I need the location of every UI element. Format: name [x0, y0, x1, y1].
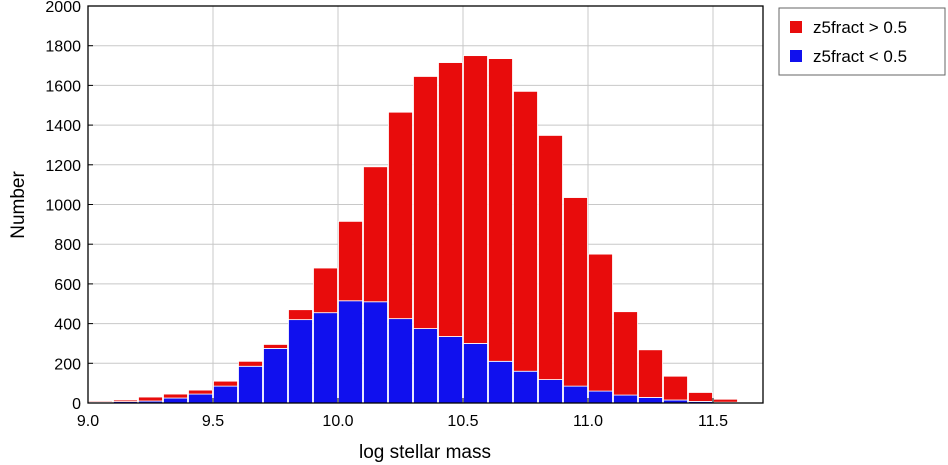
- bar-red-10.5-10.6: [463, 55, 488, 344]
- bar-red-9.9-10.0: [313, 267, 338, 314]
- legend-swatch-blue: [790, 50, 802, 62]
- bar-blue-10.6-10.7: [488, 360, 513, 404]
- bar-red-9.5-9.6: [213, 380, 238, 387]
- bar-blue-9.6-9.7: [238, 365, 263, 404]
- bar-red-10.4-10.5: [438, 62, 463, 337]
- y-tick-label: 200: [54, 356, 81, 373]
- x-tick-label: 10.5: [447, 413, 478, 430]
- bar-red-11.4-11.5: [688, 392, 713, 402]
- x-tick-label: 9.5: [202, 413, 224, 430]
- bar-red-9.8-9.9: [288, 309, 313, 321]
- legend: z5fract > 0.5 z5fract < 0.5: [778, 7, 946, 76]
- y-tick-label: 2000: [45, 0, 81, 16]
- y-tick-label: 1200: [45, 158, 81, 175]
- bar-red-10.1-10.2: [363, 166, 388, 303]
- y-tick-label: 400: [54, 317, 81, 334]
- bar-red-10.8-10.9: [538, 135, 563, 380]
- bar-blue-9.8-9.9: [288, 319, 313, 404]
- bar-red-10.9-11.0: [563, 197, 588, 387]
- bar-red-9.4-9.5: [188, 389, 213, 395]
- y-tick-label: 1400: [45, 118, 81, 135]
- bar-red-9.6-9.7: [238, 360, 263, 367]
- bar-red-9.3-9.4: [163, 393, 188, 399]
- bar-blue-10.4-10.5: [438, 336, 463, 404]
- x-tick-label: 10.0: [322, 413, 353, 430]
- bar-red-9.2-9.3: [138, 396, 163, 402]
- bar-blue-9.9-10.0: [313, 312, 338, 404]
- bar-red-10.2-10.3: [388, 111, 413, 320]
- bar-blue-9.4-9.5: [188, 393, 213, 404]
- bar-blue-10.3-10.4: [413, 328, 438, 404]
- y-tick-label: 1600: [45, 78, 81, 95]
- bar-blue-10.7-10.8: [513, 370, 538, 404]
- bar-blue-9.7-9.8: [263, 348, 288, 404]
- bar-red-10.6-10.7: [488, 58, 513, 362]
- bar-blue-10.8-10.9: [538, 379, 563, 404]
- legend-label-red: z5fract > 0.5: [813, 18, 907, 37]
- y-tick-label: 800: [54, 237, 81, 254]
- x-axis-title: log stellar mass: [359, 442, 491, 463]
- x-tick-label: 11.0: [573, 413, 603, 430]
- y-tick-label: 1800: [45, 39, 81, 56]
- bar-red-10.7-10.8: [513, 90, 538, 372]
- bar-blue-11.1-11.2: [613, 394, 638, 404]
- y-tick-label: 0: [72, 396, 81, 413]
- bar-red-9.7-9.8: [263, 344, 288, 349]
- bar-blue-10.2-10.3: [388, 318, 413, 404]
- bar-group: [88, 55, 763, 404]
- y-tick-label: 600: [54, 277, 81, 294]
- y-axis-title: Number: [8, 171, 29, 239]
- bar-blue-9.3-9.4: [163, 397, 188, 404]
- bar-red-11.2-11.3: [638, 349, 663, 398]
- bar-red-11.3-11.4: [663, 375, 688, 401]
- bar-blue-10.9-11.0: [563, 385, 588, 404]
- bar-blue-11.2-11.3: [638, 397, 663, 404]
- bar-red-10.3-10.4: [413, 76, 438, 329]
- bar-red-11.1-11.2: [613, 311, 638, 396]
- bar-blue-11.0-11.1: [588, 390, 613, 404]
- bar-red-11.0-11.1: [588, 253, 613, 392]
- bar-red-9.1-9.2: [113, 399, 138, 403]
- legend-label-blue: z5fract < 0.5: [813, 47, 907, 66]
- legend-box: [778, 7, 946, 76]
- bar-blue-9.5-9.6: [213, 385, 238, 404]
- bar-red-10.0-10.1: [338, 220, 363, 302]
- x-tick-label: 11.5: [698, 413, 728, 430]
- x-tick-label: 9.0: [77, 413, 99, 430]
- bar-red-9.0-9.1: [88, 400, 113, 403]
- y-axis-ticks: 0 200 400 600 800 1000 1200 1400 1600 1800 2000: [45, 0, 93, 413]
- y-tick-label: 1000: [45, 198, 81, 215]
- legend-swatch-red: [790, 21, 802, 33]
- bar-blue-10.5-10.6: [463, 343, 488, 404]
- x-axis-ticks: 9.0 9.5 10.0 10.5 11.0 11.5: [77, 398, 728, 430]
- bar-blue-10.1-10.2: [363, 301, 388, 404]
- bar-red-11.5-11.6: [713, 398, 738, 403]
- bar-blue-10.0-10.1: [338, 300, 363, 404]
